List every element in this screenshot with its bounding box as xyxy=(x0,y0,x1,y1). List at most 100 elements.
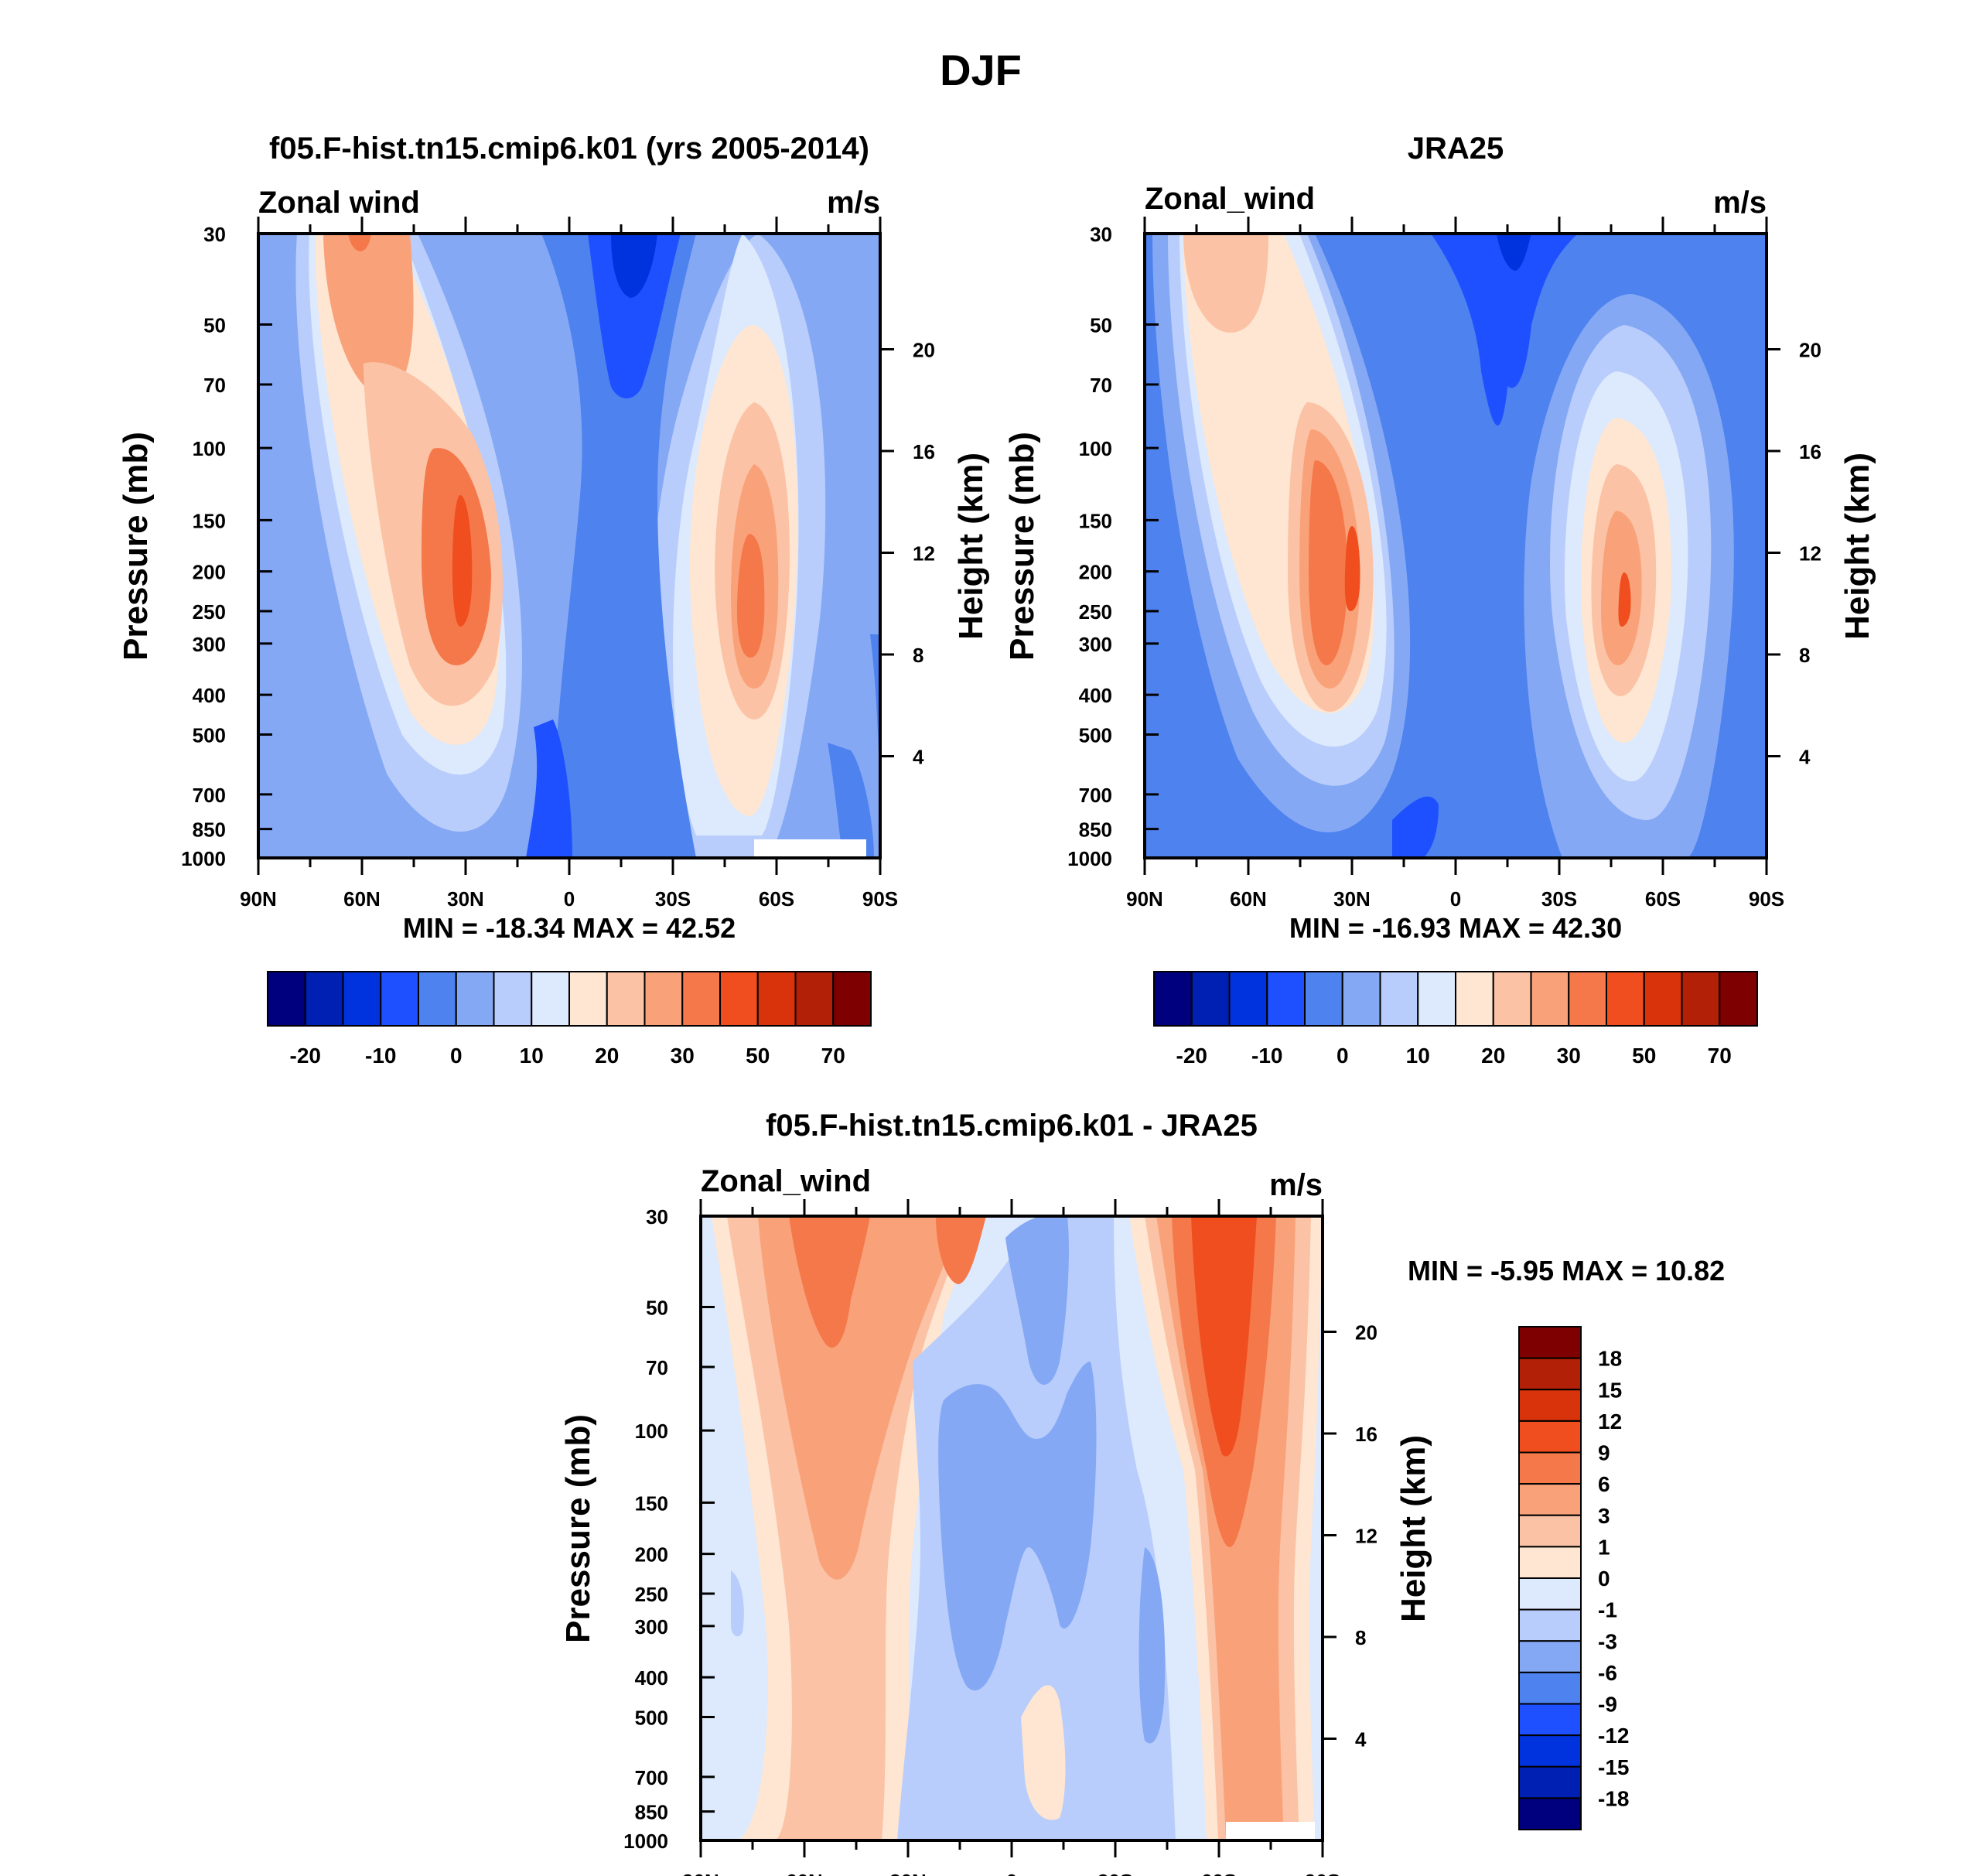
pressure-tick-label: 50 xyxy=(1090,314,1112,337)
panel3-title: f05.F-hist.tn15.cmip6.k01 - JRA25 xyxy=(766,1109,1258,1143)
colorbar-label: 0 xyxy=(1336,1044,1349,1068)
colorbar-swatch xyxy=(1518,1608,1582,1642)
panel1-title: f05.F-hist.tn15.cmip6.k01 (yrs 2005-2014… xyxy=(269,132,869,166)
panel1-variable-label: Zonal wind xyxy=(258,186,420,220)
colorbar-swatch xyxy=(1606,971,1645,1027)
panel2-colorbar: -20 -10 0 10 20 30 50 70 xyxy=(1153,971,1758,1068)
latitude-tick-label: 30S xyxy=(1098,1870,1133,1876)
colorbar-swatch xyxy=(1304,971,1343,1027)
colorbar-swatch xyxy=(719,971,759,1027)
panel1-height-ticks: 20 16 12 8 4 xyxy=(880,338,935,768)
latitude-tick-label: 90S xyxy=(1749,887,1784,911)
height-tick-label: 12 xyxy=(1799,542,1821,565)
colorbar-label: -20 xyxy=(1176,1044,1207,1068)
pressure-tick-label: 850 xyxy=(1079,818,1112,842)
colorbar-swatch xyxy=(1518,1389,1582,1422)
colorbar-label: -15 xyxy=(1598,1755,1629,1779)
panel1-contour-field xyxy=(258,234,880,858)
latitude-tick-label: 90S xyxy=(862,887,898,911)
pressure-tick-label: 700 xyxy=(193,784,226,807)
pressure-tick-label: 50 xyxy=(203,314,226,337)
colorbar-swatch xyxy=(1518,1451,1582,1485)
latitude-tick-label: 60S xyxy=(1645,887,1681,911)
panel3-negative-band2 xyxy=(938,1362,1097,1691)
colorbar-swatch xyxy=(681,971,721,1027)
pressure-tick-label: 700 xyxy=(635,1766,668,1789)
latitude-tick-label: 30N xyxy=(447,887,484,911)
latitude-tick-label: 90N xyxy=(240,887,277,911)
pressure-tick-label: 1000 xyxy=(623,1830,668,1853)
latitude-tick-label: 90S xyxy=(1305,1870,1340,1876)
colorbar-swatch xyxy=(267,971,306,1027)
colorbar-label: -3 xyxy=(1598,1629,1617,1653)
colorbar-swatch xyxy=(531,971,570,1027)
panel1-latitude-ticks: 90N 60N 30N 0 30S 60S 90S xyxy=(240,217,898,911)
panel2-units-label: m/s xyxy=(1713,186,1767,220)
pressure-tick-label: 70 xyxy=(646,1356,668,1379)
pressure-tick-label: 700 xyxy=(1079,784,1112,807)
colorbar-label: -9 xyxy=(1598,1693,1617,1717)
panel1-easterly-band1 xyxy=(541,234,696,858)
colorbar-label: 10 xyxy=(520,1044,544,1068)
colorbar-swatch xyxy=(1568,971,1607,1027)
panel-diff: f05.F-hist.tn15.cmip6.k01 - JRA25 Zonal_… xyxy=(559,1109,1725,1876)
latitude-tick-label: 60S xyxy=(1201,1870,1237,1876)
latitude-tick-label: 60N xyxy=(1230,887,1267,911)
panel1-nh-jet-top-core xyxy=(348,234,371,251)
colorbar-swatch xyxy=(568,971,608,1027)
latitude-tick-label: 60S xyxy=(759,887,794,911)
pressure-tick-label: 100 xyxy=(1079,437,1112,460)
panel1-units-label: m/s xyxy=(827,186,880,220)
colorbar-label: 3 xyxy=(1598,1504,1610,1528)
height-tick-label: 8 xyxy=(1355,1626,1366,1649)
panel1-y-axis-label: Pressure (mb) xyxy=(117,432,155,661)
panel1-polar-low xyxy=(828,743,874,858)
colorbar-swatch xyxy=(493,971,533,1027)
colorbar-label: 30 xyxy=(671,1044,695,1068)
colorbar-swatch xyxy=(1518,1797,1582,1830)
colorbar-label: 18 xyxy=(1598,1347,1622,1371)
colorbar-label: -12 xyxy=(1598,1724,1629,1748)
colorbar-swatch xyxy=(1518,1640,1582,1673)
pressure-tick-label: 50 xyxy=(646,1297,668,1320)
colorbar-swatch xyxy=(794,971,835,1027)
panel3-missing-data-patch xyxy=(1226,1822,1315,1840)
height-tick-label: 16 xyxy=(1799,440,1821,463)
panel1-nh-jet-band4 xyxy=(323,234,414,395)
pressure-tick-label: 300 xyxy=(193,633,226,656)
pressure-tick-label: 500 xyxy=(1079,723,1112,747)
pressure-tick-label: 70 xyxy=(1090,374,1112,397)
panel3-latitude-ticks: 90N 60N 30N 0 30S 60S 90S xyxy=(682,1199,1340,1876)
colorbar-swatch xyxy=(1417,971,1456,1027)
panel1-height-axis-label: Height (km) xyxy=(952,453,990,640)
colorbar-label: -20 xyxy=(290,1044,321,1068)
latitude-tick-label: 30N xyxy=(889,1870,927,1876)
panel2-easterly-band3 xyxy=(1497,234,1531,271)
colorbar-swatch xyxy=(1266,971,1306,1027)
panel3-height-axis-label: Height (km) xyxy=(1395,1435,1432,1622)
colorbar-swatch xyxy=(832,971,872,1027)
colorbar-label: 70 xyxy=(1708,1044,1732,1068)
panel3-height-ticks: 20 16 12 8 4 xyxy=(1323,1321,1377,1751)
latitude-tick-label: 30N xyxy=(1333,887,1371,911)
colorbar-label: 12 xyxy=(1598,1410,1622,1433)
height-tick-label: 4 xyxy=(1799,745,1811,768)
panel2-variable-label: Zonal_wind xyxy=(1145,182,1315,216)
latitude-tick-label: 60N xyxy=(343,887,381,911)
pressure-tick-label: 400 xyxy=(193,684,226,707)
panel3-negative-band3 xyxy=(1005,1216,1069,1385)
colorbar-swatch xyxy=(1518,1546,1582,1579)
height-tick-label: 20 xyxy=(1355,1321,1377,1344)
colorbar-swatch xyxy=(644,971,684,1027)
panel2-sh-jet-core xyxy=(1618,572,1631,627)
pressure-tick-label: 30 xyxy=(203,223,226,246)
height-tick-label: 20 xyxy=(913,338,935,361)
pressure-tick-label: 200 xyxy=(1079,561,1112,584)
pressure-tick-label: 500 xyxy=(635,1706,668,1729)
panel2-y-axis-label: Pressure (mb) xyxy=(1003,432,1041,661)
colorbar-swatch xyxy=(1492,971,1532,1027)
pressure-tick-label: 200 xyxy=(193,561,226,584)
pressure-tick-label: 500 xyxy=(193,723,226,747)
panel2-nh-jet-band7 xyxy=(1309,460,1347,665)
colorbar-swatch xyxy=(1719,971,1758,1027)
